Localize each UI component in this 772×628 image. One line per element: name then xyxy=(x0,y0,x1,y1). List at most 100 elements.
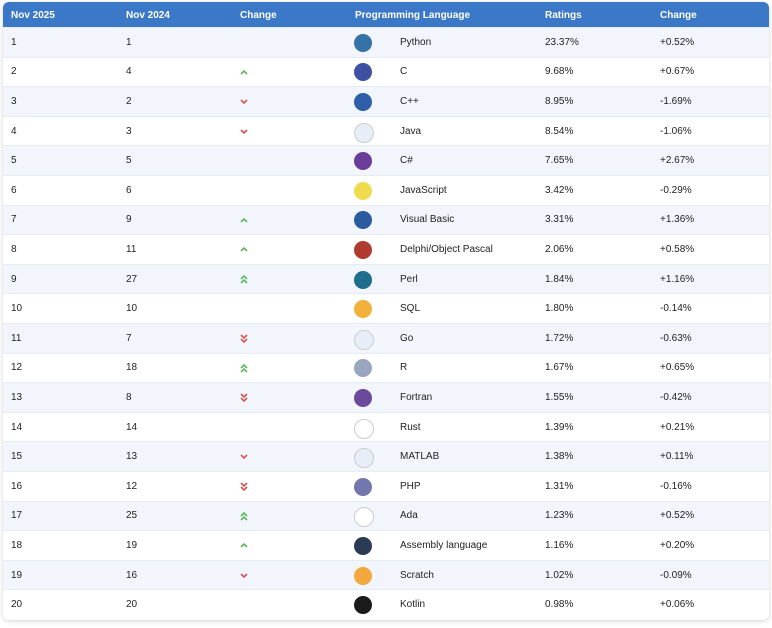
rank-change-arrow xyxy=(240,454,248,460)
language-name: Python xyxy=(400,36,432,48)
previous-rank: 5 xyxy=(126,155,132,167)
rating-change: +1.16% xyxy=(660,273,695,285)
rating-change: +2.67% xyxy=(660,155,695,167)
table-header: Nov 2025 Nov 2024 Change Programming Langua… xyxy=(3,2,769,28)
language-name: SQL xyxy=(400,303,421,315)
language-logo xyxy=(354,152,372,171)
language-name: Kotlin xyxy=(400,599,426,611)
previous-rank: 13 xyxy=(126,451,138,463)
previous-rank: 14 xyxy=(126,421,138,433)
rating-change: -0.09% xyxy=(660,569,692,581)
current-rank: 12 xyxy=(11,362,23,374)
language-logo xyxy=(354,566,372,585)
table-row: 15 13 MATLAB 1.38% +0.11% xyxy=(3,441,769,471)
rank-change-arrow xyxy=(240,511,248,521)
table-row: 1 1 Python 23.37% +0.52% xyxy=(3,27,769,57)
language-logo xyxy=(354,359,372,378)
table-row: 5 5 C# 7.65% +2.67% xyxy=(3,145,769,175)
header-cell: Change xyxy=(660,9,697,21)
current-rank: 11 xyxy=(11,332,22,344)
previous-rank: 1 xyxy=(126,36,132,48)
previous-rank: 25 xyxy=(126,510,138,522)
rating: 1.39% xyxy=(545,421,574,433)
previous-rank: 11 xyxy=(126,243,137,255)
current-rank: 16 xyxy=(11,480,23,492)
previous-rank: 3 xyxy=(126,125,132,137)
rating-change: +0.65% xyxy=(660,362,695,374)
table-row: 7 9 Visual Basic 3.31% +1.36% xyxy=(3,204,769,235)
previous-rank: 6 xyxy=(126,184,132,196)
rating: 9.68% xyxy=(545,66,574,78)
language-name: Assembly language xyxy=(400,539,488,551)
rating: 1.67% xyxy=(545,362,574,374)
rank-change-arrow xyxy=(240,543,248,548)
language-logo xyxy=(354,33,372,52)
current-rank: 19 xyxy=(11,569,23,581)
rank-change-arrow xyxy=(240,247,248,252)
current-rank: 8 xyxy=(11,243,17,255)
language-name: R xyxy=(400,362,408,374)
language-name: Rust xyxy=(400,421,421,433)
language-logo xyxy=(354,448,374,469)
table-row: 13 8 Fortran 1.55% -0.42% xyxy=(3,382,769,412)
language-logo xyxy=(354,270,372,289)
language-logo xyxy=(354,92,372,111)
table-row: 4 3 Java 8.54% -1.06% xyxy=(3,115,769,146)
rating: 0.98% xyxy=(545,599,574,611)
rank-change-arrow xyxy=(240,274,248,284)
current-rank: 5 xyxy=(11,155,17,167)
current-rank: 7 xyxy=(11,214,17,226)
rating-change: +0.58% xyxy=(660,243,695,255)
language-logo xyxy=(354,63,372,82)
rating: 1.55% xyxy=(545,391,574,403)
table-row: 8 11 Delphi/Object Pascal 2.06% +0.58% xyxy=(3,234,769,264)
rating-change: +0.11% xyxy=(660,451,694,463)
rating-change: +0.06% xyxy=(660,599,695,611)
language-logo xyxy=(354,329,374,350)
rating-change: +1.36% xyxy=(660,214,695,226)
rank-change-arrow xyxy=(240,217,248,223)
rating: 1.02% xyxy=(545,569,574,581)
previous-rank: 2 xyxy=(126,95,132,107)
table-row: 6 6 JavaScript 3.42% -0.29% xyxy=(3,175,769,205)
rating: 1.84% xyxy=(545,273,574,285)
language-logo xyxy=(354,477,372,496)
previous-rank: 27 xyxy=(126,273,138,285)
rating: 1.38% xyxy=(545,451,574,463)
rating: 1.16% xyxy=(545,539,574,551)
language-logo xyxy=(354,418,374,439)
rating-change: -0.16% xyxy=(660,480,692,492)
previous-rank: 8 xyxy=(126,391,132,403)
language-name: C xyxy=(400,66,408,78)
rating-change: -1.69% xyxy=(660,95,692,107)
table-row: 16 12 PHP 1.31% -0.16% xyxy=(3,471,769,501)
table-row: 17 25 Ada 1.23% +0.52% xyxy=(3,500,769,531)
rating-change: +0.52% xyxy=(660,510,695,522)
rating-change: -0.63% xyxy=(660,332,692,344)
rank-change-arrow xyxy=(240,69,248,75)
rank-change-arrow xyxy=(240,334,248,344)
current-rank: 1 xyxy=(11,36,17,48)
previous-rank: 19 xyxy=(126,539,138,551)
language-name: C++ xyxy=(400,95,419,107)
header-cell: Nov 2025 xyxy=(11,9,55,21)
table-row: 18 19 Assembly language 1.16% +0.20% xyxy=(3,530,769,560)
table-row: 9 27 Perl 1.84% +1.16% xyxy=(3,263,769,294)
current-rank: 18 xyxy=(11,539,23,551)
language-logo xyxy=(354,181,372,200)
current-rank: 15 xyxy=(11,451,23,463)
language-logo xyxy=(354,536,372,555)
ranking-table: Nov 2025 Nov 2024 Change Programming Langua… xyxy=(3,2,769,620)
language-name: PHP xyxy=(400,480,421,492)
language-logo xyxy=(354,388,372,407)
table-row: 12 18 R 1.67% +0.65% xyxy=(3,352,769,383)
rating: 8.54% xyxy=(545,125,574,137)
header-cell: Ratings xyxy=(545,9,582,21)
header-cell: Programming Language xyxy=(355,9,471,21)
rating: 1.72% xyxy=(545,332,574,344)
previous-rank: 16 xyxy=(126,569,138,581)
language-logo xyxy=(354,507,374,528)
previous-rank: 7 xyxy=(126,332,132,344)
rating-change: +0.21% xyxy=(660,421,695,433)
current-rank: 10 xyxy=(11,303,23,315)
